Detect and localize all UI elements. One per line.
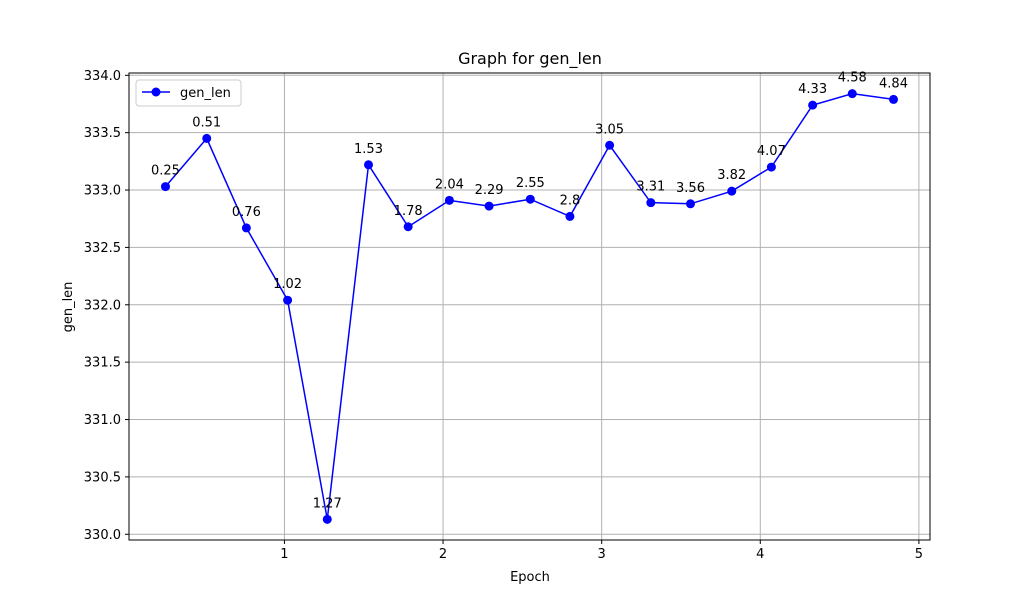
data-label: 1.02 [273, 277, 302, 292]
data-label: 1.53 [354, 142, 383, 157]
x-tick-label: 4 [756, 547, 764, 562]
chart-title: Graph for gen_len [458, 49, 602, 69]
data-label: 4.33 [798, 82, 827, 97]
data-label: 2.55 [516, 176, 545, 191]
data-point [685, 199, 695, 209]
legend-box [135, 79, 242, 107]
data-point [444, 195, 454, 205]
axes: 1 2 3 4 5 330.0 330.5 331.0 331.5 332.0 332.5 333.0… [84, 69, 931, 562]
data-label: 0.25 [151, 164, 180, 179]
legend: gen_len [135, 79, 242, 107]
data-point [202, 133, 212, 143]
data-label: 3.82 [717, 168, 746, 183]
y-tick-label: 333.0 [84, 184, 121, 199]
data-point [847, 89, 857, 99]
data-point [484, 201, 494, 211]
y-tick-label: 332.5 [84, 241, 121, 256]
data-series [160, 89, 899, 524]
x-tick-label: 1 [280, 547, 288, 562]
data-label: 2.29 [475, 183, 504, 198]
legend-marker [151, 87, 161, 97]
data-point [403, 222, 413, 232]
y-tick-label: 330.0 [84, 528, 121, 543]
data-label: 3.05 [595, 122, 624, 137]
x-axis-label: Epoch [510, 570, 550, 585]
data-label: 1.78 [394, 204, 423, 219]
data-point [241, 223, 251, 233]
data-label: 3.56 [676, 181, 705, 196]
data-point [525, 194, 535, 204]
x-tick-label: 2 [439, 547, 447, 562]
data-point [283, 295, 293, 305]
x-tick-label: 3 [598, 547, 606, 562]
data-point [766, 162, 776, 172]
data-point [364, 160, 374, 170]
data-label: 4.84 [879, 76, 908, 91]
data-label: 4.07 [757, 144, 786, 159]
legend-label: gen_len [180, 86, 231, 101]
data-labels: 0.25 0.51 0.76 1.02 1.27 1.53 1.78 2.04 2.29 2.55… [151, 71, 908, 512]
y-tick-label: 332.0 [84, 298, 121, 313]
data-label: 4.58 [838, 71, 867, 86]
y-tick-label: 334.0 [84, 69, 121, 84]
data-point [889, 94, 899, 104]
data-point [646, 198, 656, 208]
data-label: 2.04 [435, 177, 464, 192]
y-axis-label: gen_len [61, 282, 76, 333]
data-label: 2.8 [560, 193, 581, 208]
y-tick-label: 331.5 [84, 356, 121, 371]
data-point [727, 186, 737, 196]
data-label: 0.51 [192, 115, 221, 130]
y-tick-label: 331.0 [84, 413, 121, 428]
data-point [322, 514, 332, 524]
y-tick-label: 330.5 [84, 470, 121, 485]
data-point [605, 140, 615, 150]
data-label: 0.76 [232, 205, 261, 220]
data-label: 3.31 [636, 180, 665, 195]
data-point [160, 182, 170, 192]
grid-lines [129, 73, 930, 540]
data-label: 1.27 [313, 496, 342, 511]
plot-frame [128, 72, 931, 541]
y-tick-label: 333.5 [84, 126, 121, 141]
x-tick-label: 5 [915, 547, 923, 562]
data-point [808, 100, 818, 110]
data-point [565, 211, 575, 221]
